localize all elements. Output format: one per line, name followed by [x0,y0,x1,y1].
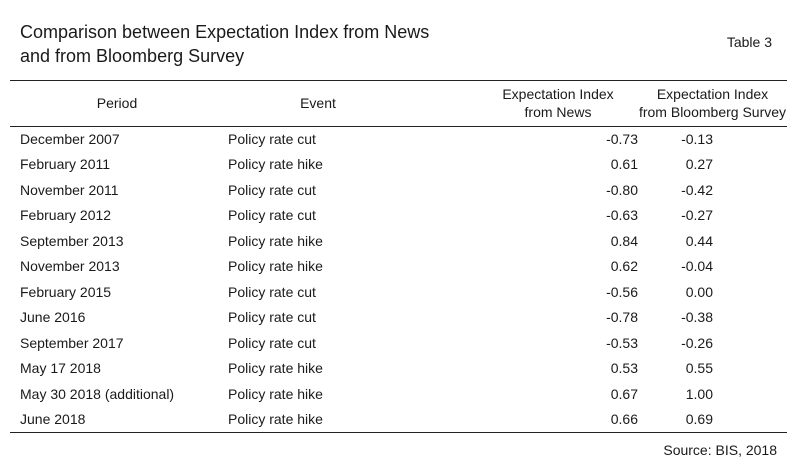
cell-event: Policy rate hike [228,360,323,377]
cell-bloomberg-index: 0.44 [685,232,713,249]
cell-period: December 2007 [20,130,120,147]
cell-period: November 2011 [20,181,119,198]
cell-period: May 17 2018 [20,360,101,377]
header-row: Period Event Expectation Index from News… [10,80,787,126]
table-title-line-2: and from Bloomberg Survey [20,46,245,66]
table-row: May 30 2018 (additional) Policy rate hike… [10,381,787,407]
source-note: Source: BIS, 2018 [663,442,777,458]
header-bloomberg-index: Expectation Index from Bloomberg Survey [638,80,787,126]
cell-period: June 2018 [20,411,86,428]
cell-news-index: -0.80 [606,181,638,198]
top-rule [10,80,787,81]
cell-event: Policy rate cut [228,334,316,351]
header-news-line-2: from News [524,104,592,120]
header-rule [10,126,787,127]
cell-news-index: 0.62 [610,258,638,275]
cell-period: May 30 2018 (additional) [20,385,175,402]
cell-bloomberg-index: -0.42 [681,181,713,198]
cell-period: February 2015 [20,283,112,300]
cell-event: Policy rate cut [228,130,316,147]
table-row: February 2012 Policy rate cut -0.63 -0.27 [10,203,787,229]
cell-bloomberg-index: -0.04 [681,258,713,275]
cell-period: November 2013 [20,258,120,275]
header-news-line-1: Expectation Index [502,86,614,102]
table-title: Comparison between Expectation Index fro… [20,20,480,68]
cell-news-index: -0.56 [606,283,638,300]
cell-news-index: 0.66 [610,411,638,428]
cell-event: Policy rate cut [228,181,316,198]
cell-event: Policy rate cut [228,309,316,326]
cell-period: February 2011 [20,156,111,173]
cell-period: September 2013 [20,232,124,249]
cell-news-index: -0.73 [606,130,638,147]
table-row: September 2017 Policy rate cut -0.53 -0.26 [10,330,787,356]
cell-news-index: 0.84 [610,232,638,249]
cell-bloomberg-index: 0.00 [685,283,713,300]
cell-event: Policy rate hike [228,385,323,402]
header-news-index: Expectation Index from News [408,80,638,126]
cell-bloomberg-index: -0.13 [681,130,713,147]
bottom-rule [10,432,787,433]
cell-bloomberg-index: 0.27 [685,156,713,173]
cell-bloomberg-index: -0.26 [681,334,713,351]
table-row: September 2013 Policy rate hike 0.84 0.44 [10,228,787,254]
cell-event: Policy rate cut [228,207,316,224]
table-row: November 2011 Policy rate cut -0.80 -0.42 [10,177,787,203]
cell-event: Policy rate hike [228,411,323,428]
cell-news-index: -0.63 [606,207,638,224]
cell-bloomberg-index: 1.00 [685,385,713,402]
header-event: Event [300,95,336,111]
cell-period: September 2017 [20,334,124,351]
table-row: November 2013 Policy rate hike 0.62 -0.04 [10,254,787,280]
cell-news-index: -0.53 [606,334,638,351]
table-row: December 2007 Policy rate cut -0.73 -0.13 [10,126,787,152]
header-bloomberg-line-2: from Bloomberg Survey [638,104,787,120]
cell-bloomberg-index: 0.55 [685,360,713,377]
cell-news-index: 0.53 [610,360,638,377]
cell-event: Policy rate hike [228,232,323,249]
header-bloomberg-line-1: Expectation Index [656,86,769,102]
table-row: February 2015 Policy rate cut -0.56 0.00 [10,279,787,305]
cell-bloomberg-index: -0.38 [681,309,713,326]
cell-event: Policy rate cut [228,283,316,300]
header-period: Period [96,95,138,111]
table-row: June 2016 Policy rate cut -0.78 -0.38 [10,305,787,331]
table-row: February 2011 Policy rate hike 0.61 0.27 [10,152,787,178]
comparison-table: Period Event Expectation Index from News… [10,80,787,432]
table-row: June 2018 Policy rate hike 0.66 0.69 [10,407,787,433]
cell-event: Policy rate hike [228,156,323,173]
cell-period: February 2012 [20,207,112,224]
table-row: May 17 2018 Policy rate hike 0.53 0.55 [10,356,787,382]
table-title-line-1: Comparison between Expectation Index fro… [20,22,430,42]
cell-event: Policy rate hike [228,258,323,275]
cell-period: June 2016 [20,309,86,326]
cell-news-index: 0.61 [610,156,638,173]
cell-news-index: -0.78 [606,309,638,326]
cell-bloomberg-index: -0.27 [681,207,713,224]
cell-news-index: 0.67 [610,385,638,402]
table-number-label: Table 3 [726,34,772,50]
cell-bloomberg-index: 0.69 [685,411,713,428]
